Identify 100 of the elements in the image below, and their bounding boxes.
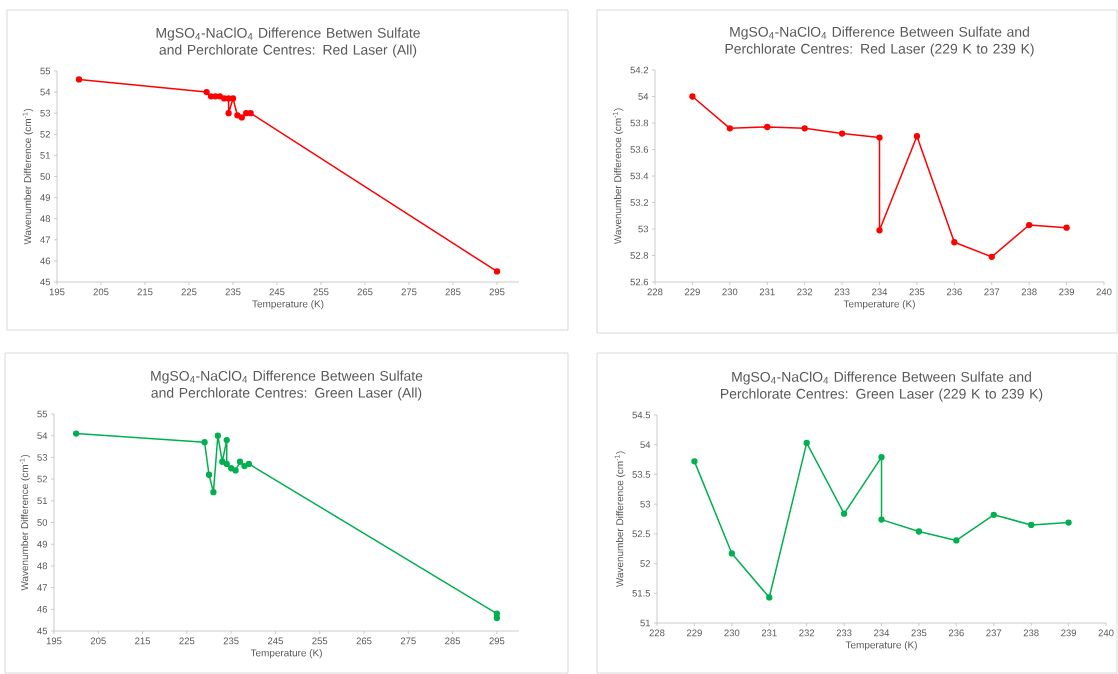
chart-title: MgSO$_{4}$-NaClO$_{4}$ Difference Between Sulfate and Perchlorate Centres: Red Laser (229 K to 239 K)	[725, 26, 1034, 57]
x-tick-label: 231	[761, 629, 777, 637]
y-tick-label: 49	[40, 194, 51, 201]
point	[236, 458, 244, 465]
x-tick-label: 231	[759, 288, 775, 296]
x-tick-label: 245	[269, 288, 285, 296]
point	[493, 268, 501, 275]
y-tick-label: 50	[37, 519, 48, 526]
point	[913, 133, 921, 140]
point	[228, 465, 235, 472]
x-tick-label: 232	[799, 629, 815, 637]
y-tick-label: 51.5	[632, 589, 651, 597]
x-tick-label: 295	[489, 288, 505, 296]
y-tick-label: 51	[37, 497, 48, 505]
point	[689, 93, 696, 100]
point	[201, 439, 208, 446]
x-tick-label: 229	[685, 288, 700, 296]
y-tick-label: 54.5	[632, 411, 651, 419]
point	[803, 439, 810, 447]
y-tick-label: 54	[640, 441, 651, 449]
point	[210, 488, 217, 496]
chart-title: MgSO$_{4}$-NaClO$_{4}$ Difference Between Sulfate and Perchlorate Centres: Green Laser (229 K to 239 K)	[721, 371, 1043, 402]
point	[238, 114, 245, 121]
x-tick-label: 225	[179, 637, 195, 645]
point	[212, 93, 219, 100]
x-tick-label: 195	[49, 288, 65, 296]
y-tick-label: 53.2	[630, 199, 649, 206]
x-tick-label: 240	[1098, 629, 1114, 637]
x-tick-label: 205	[90, 637, 106, 645]
x-tick-label: 238	[1021, 288, 1037, 296]
y-tick-label: 54	[37, 432, 48, 440]
point	[243, 110, 250, 117]
point	[766, 594, 773, 601]
point	[205, 471, 213, 478]
y-tick-label: 52	[37, 475, 48, 483]
x-tick-label: 275	[401, 288, 417, 296]
x-tick-label: 275	[400, 637, 416, 645]
x-axis-title: Temperature (K)	[843, 300, 915, 310]
y-tick-label: 53	[638, 225, 649, 233]
y-tick-label: 49	[37, 540, 48, 548]
point	[876, 134, 883, 141]
x-tick-label: 265	[356, 637, 372, 645]
y-tick-label: 46	[40, 257, 51, 265]
point	[72, 430, 80, 437]
y-tick-label: 54	[40, 88, 51, 96]
x-tick-label: 234	[874, 629, 890, 637]
point	[728, 550, 735, 557]
point	[764, 123, 771, 131]
chart-title: MgSO$_{4}$-NaClO$_{4}$ Difference Between Sulfate and Perchlorate Centres: Green Laser (All)	[151, 370, 423, 401]
y-tick-label: 47	[37, 584, 48, 591]
x-tick-label: 233	[834, 288, 850, 296]
x-tick-label: 239	[1061, 629, 1077, 637]
y-tick-label: 48	[40, 215, 51, 223]
x-tick-label: 229	[687, 629, 702, 637]
y-tick-label: 47	[40, 236, 51, 244]
y-tick-label: 53	[640, 500, 651, 508]
point	[1026, 221, 1033, 229]
point	[223, 460, 230, 468]
x-tick-label: 285	[445, 288, 461, 296]
x-tick-label: 235	[225, 288, 241, 296]
y-tick-label: 52.6	[630, 278, 649, 286]
x-tick-label: 245	[268, 637, 283, 645]
y-tick-label: 48	[37, 562, 48, 570]
x-tick-label: 237	[986, 629, 1002, 637]
chart-title: MgSO$_{4}$-NaClO$_{4}$ Difference Betwen Sulfate and Perchlorate Centres: Red Laser (All)	[156, 27, 420, 58]
x-tick-label: 228	[649, 629, 665, 637]
x-tick-label: 235	[909, 288, 925, 296]
x-tick-label: 232	[797, 288, 813, 296]
x-axis-title: Temperature (K)	[252, 300, 324, 310]
y-tick-label: 51	[40, 152, 51, 159]
x-tick-label: 225	[181, 288, 197, 296]
x-tick-label: 237	[984, 288, 1000, 296]
point	[245, 460, 253, 468]
x-tick-label: 236	[948, 629, 964, 637]
point	[691, 458, 698, 465]
y-tick-label: 54	[638, 93, 649, 100]
point	[214, 432, 222, 439]
x-tick-label: 238	[1023, 629, 1039, 637]
y-axis-title: Wavenumber Difference (cm$^{-1}$)	[22, 108, 34, 245]
point	[203, 88, 210, 96]
point	[221, 95, 228, 102]
point	[801, 125, 808, 132]
x-axis-title: Temperature (K)	[250, 649, 322, 659]
x-tick-label: 239	[1059, 288, 1075, 296]
point	[225, 110, 232, 117]
y-tick-label: 46	[37, 605, 48, 613]
point	[1063, 224, 1070, 231]
point	[229, 95, 237, 102]
y-axis-title: Wavenumber Difference (cm$^{-1}$)	[614, 451, 626, 588]
x-tick-label: 265	[357, 288, 373, 296]
y-tick-label: 53.6	[630, 146, 649, 153]
x-tick-label: 285	[445, 637, 461, 645]
point	[878, 516, 885, 523]
point	[232, 467, 239, 474]
point	[493, 614, 501, 622]
x-axis-title: Temperature (K)	[845, 641, 917, 651]
x-tick-label: 240	[1096, 288, 1112, 296]
point	[990, 511, 997, 518]
y-tick-label: 53.5	[632, 471, 651, 478]
point	[876, 227, 883, 234]
